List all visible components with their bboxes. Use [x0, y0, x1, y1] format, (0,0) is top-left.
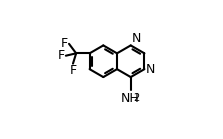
Text: NH: NH	[121, 92, 140, 105]
Text: F: F	[58, 49, 65, 62]
Text: N: N	[132, 32, 141, 45]
Text: F: F	[61, 37, 68, 50]
Text: F: F	[69, 64, 76, 77]
Text: 2: 2	[133, 93, 139, 103]
Text: N: N	[146, 63, 155, 76]
